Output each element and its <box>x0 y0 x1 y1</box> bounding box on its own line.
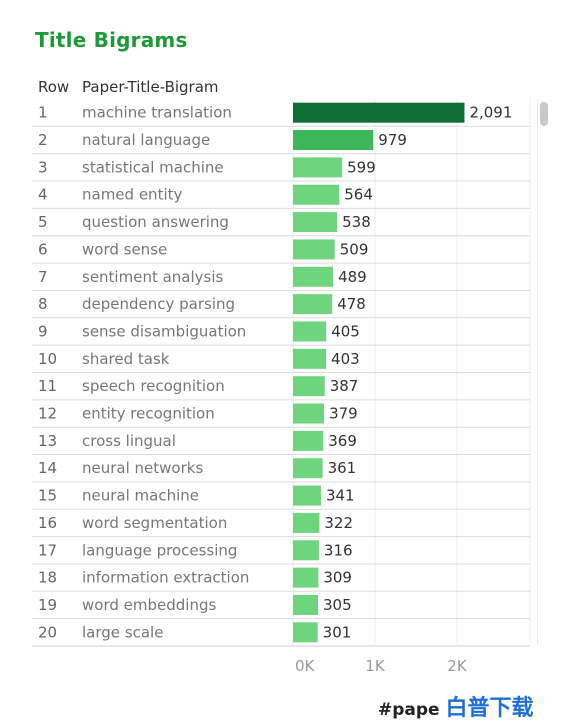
value-label: 979 <box>378 131 407 149</box>
x-tick-label: 2K <box>447 657 468 675</box>
row-number: 1 <box>38 104 48 122</box>
bigram-label[interactable]: word embeddings <box>82 596 216 614</box>
value-label: 564 <box>344 186 373 204</box>
watermark-mark: 白普下载 <box>445 696 534 721</box>
row-number: 3 <box>38 158 48 176</box>
row-number: 6 <box>38 240 48 258</box>
row-number: 2 <box>38 131 48 149</box>
bigram-label[interactable]: natural language <box>82 131 210 149</box>
data-bar[interactable] <box>293 567 319 588</box>
data-bar[interactable] <box>293 348 327 369</box>
chart-title: Title Bigrams <box>35 28 188 52</box>
bigram-label[interactable]: word sense <box>82 240 167 258</box>
bigram-label[interactable]: neural networks <box>82 459 203 477</box>
bigram-label[interactable]: word segmentation <box>82 514 227 532</box>
data-bar[interactable] <box>293 485 321 506</box>
value-label: 403 <box>331 350 360 368</box>
value-label: 322 <box>324 514 353 532</box>
row-number: 17 <box>38 541 57 559</box>
bigram-label[interactable]: neural machine <box>82 487 199 505</box>
data-bar[interactable] <box>293 157 343 178</box>
value-label: 301 <box>323 623 352 641</box>
data-bar[interactable] <box>293 622 318 643</box>
value-label: 599 <box>347 158 376 176</box>
x-tick-label: 1K <box>365 657 386 675</box>
bigram-label[interactable]: information extraction <box>82 569 249 587</box>
row-number: 10 <box>38 350 57 368</box>
value-label: 316 <box>324 541 353 559</box>
row-number: 14 <box>38 459 57 477</box>
row-number: 8 <box>38 295 48 313</box>
row-number: 12 <box>38 405 57 423</box>
data-bar[interactable] <box>293 376 325 397</box>
vertical-scrollbar[interactable] <box>537 100 550 645</box>
value-label: 538 <box>342 213 371 231</box>
row-number: 5 <box>38 213 48 231</box>
data-bar[interactable] <box>293 294 333 315</box>
data-bar[interactable] <box>293 512 320 533</box>
value-label: 478 <box>337 295 366 313</box>
bigram-label[interactable]: entity recognition <box>82 405 215 423</box>
bigram-label[interactable]: sentiment analysis <box>82 268 224 286</box>
bigram-label[interactable]: speech recognition <box>82 377 225 395</box>
value-label: 387 <box>330 377 359 395</box>
bigram-label[interactable]: machine translation <box>82 104 232 122</box>
row-number: 19 <box>38 596 57 614</box>
row-number: 4 <box>38 186 48 204</box>
row-number: 15 <box>38 487 57 505</box>
value-label: 309 <box>323 569 352 587</box>
x-tick-label: 0K <box>295 657 316 675</box>
row-number: 13 <box>38 432 57 450</box>
data-bar[interactable] <box>293 239 335 260</box>
data-bar[interactable] <box>293 321 327 342</box>
value-label: 341 <box>326 487 355 505</box>
data-bar[interactable] <box>293 458 323 479</box>
value-label: 305 <box>323 596 352 614</box>
bigram-label[interactable]: dependency parsing <box>82 295 235 313</box>
data-bar[interactable] <box>293 403 325 424</box>
bigram-label[interactable]: sense disambiguation <box>82 322 246 340</box>
row-number: 16 <box>38 514 57 532</box>
data-bar[interactable] <box>293 102 465 123</box>
watermark-text: #pape <box>378 700 440 720</box>
bigram-label[interactable]: language processing <box>82 541 237 559</box>
column-header-bigram[interactable]: Paper-Title-Bigram <box>82 78 219 96</box>
row-number: 18 <box>38 569 57 587</box>
data-bar[interactable] <box>293 540 319 561</box>
data-bar[interactable] <box>293 184 340 205</box>
value-label: 489 <box>338 268 367 286</box>
value-label: 379 <box>329 405 358 423</box>
value-label: 361 <box>328 459 357 477</box>
data-bar[interactable] <box>293 266 334 287</box>
row-number: 7 <box>38 268 48 286</box>
data-bar[interactable] <box>293 594 319 615</box>
bigram-label[interactable]: statistical machine <box>82 158 224 176</box>
bigram-label[interactable]: large scale <box>82 623 163 641</box>
bigram-label[interactable]: shared task <box>82 350 170 368</box>
bigram-label[interactable]: cross lingual <box>82 432 176 450</box>
bigram-label[interactable]: question answering <box>82 213 229 231</box>
data-bar[interactable] <box>293 430 324 451</box>
data-bar[interactable] <box>293 212 338 233</box>
row-number: 9 <box>38 322 48 340</box>
row-number: 11 <box>38 377 57 395</box>
scrollbar-thumb[interactable] <box>540 102 548 126</box>
data-bar[interactable] <box>293 130 374 151</box>
value-label: 509 <box>340 240 369 258</box>
watermark: #pape 白普下载 <box>378 690 534 722</box>
column-header-row[interactable]: Row <box>38 78 70 96</box>
bigram-label[interactable]: named entity <box>82 186 182 204</box>
value-label: 2,091 <box>469 104 512 122</box>
value-label: 369 <box>328 432 357 450</box>
value-label: 405 <box>331 322 360 340</box>
row-number: 20 <box>38 623 57 641</box>
